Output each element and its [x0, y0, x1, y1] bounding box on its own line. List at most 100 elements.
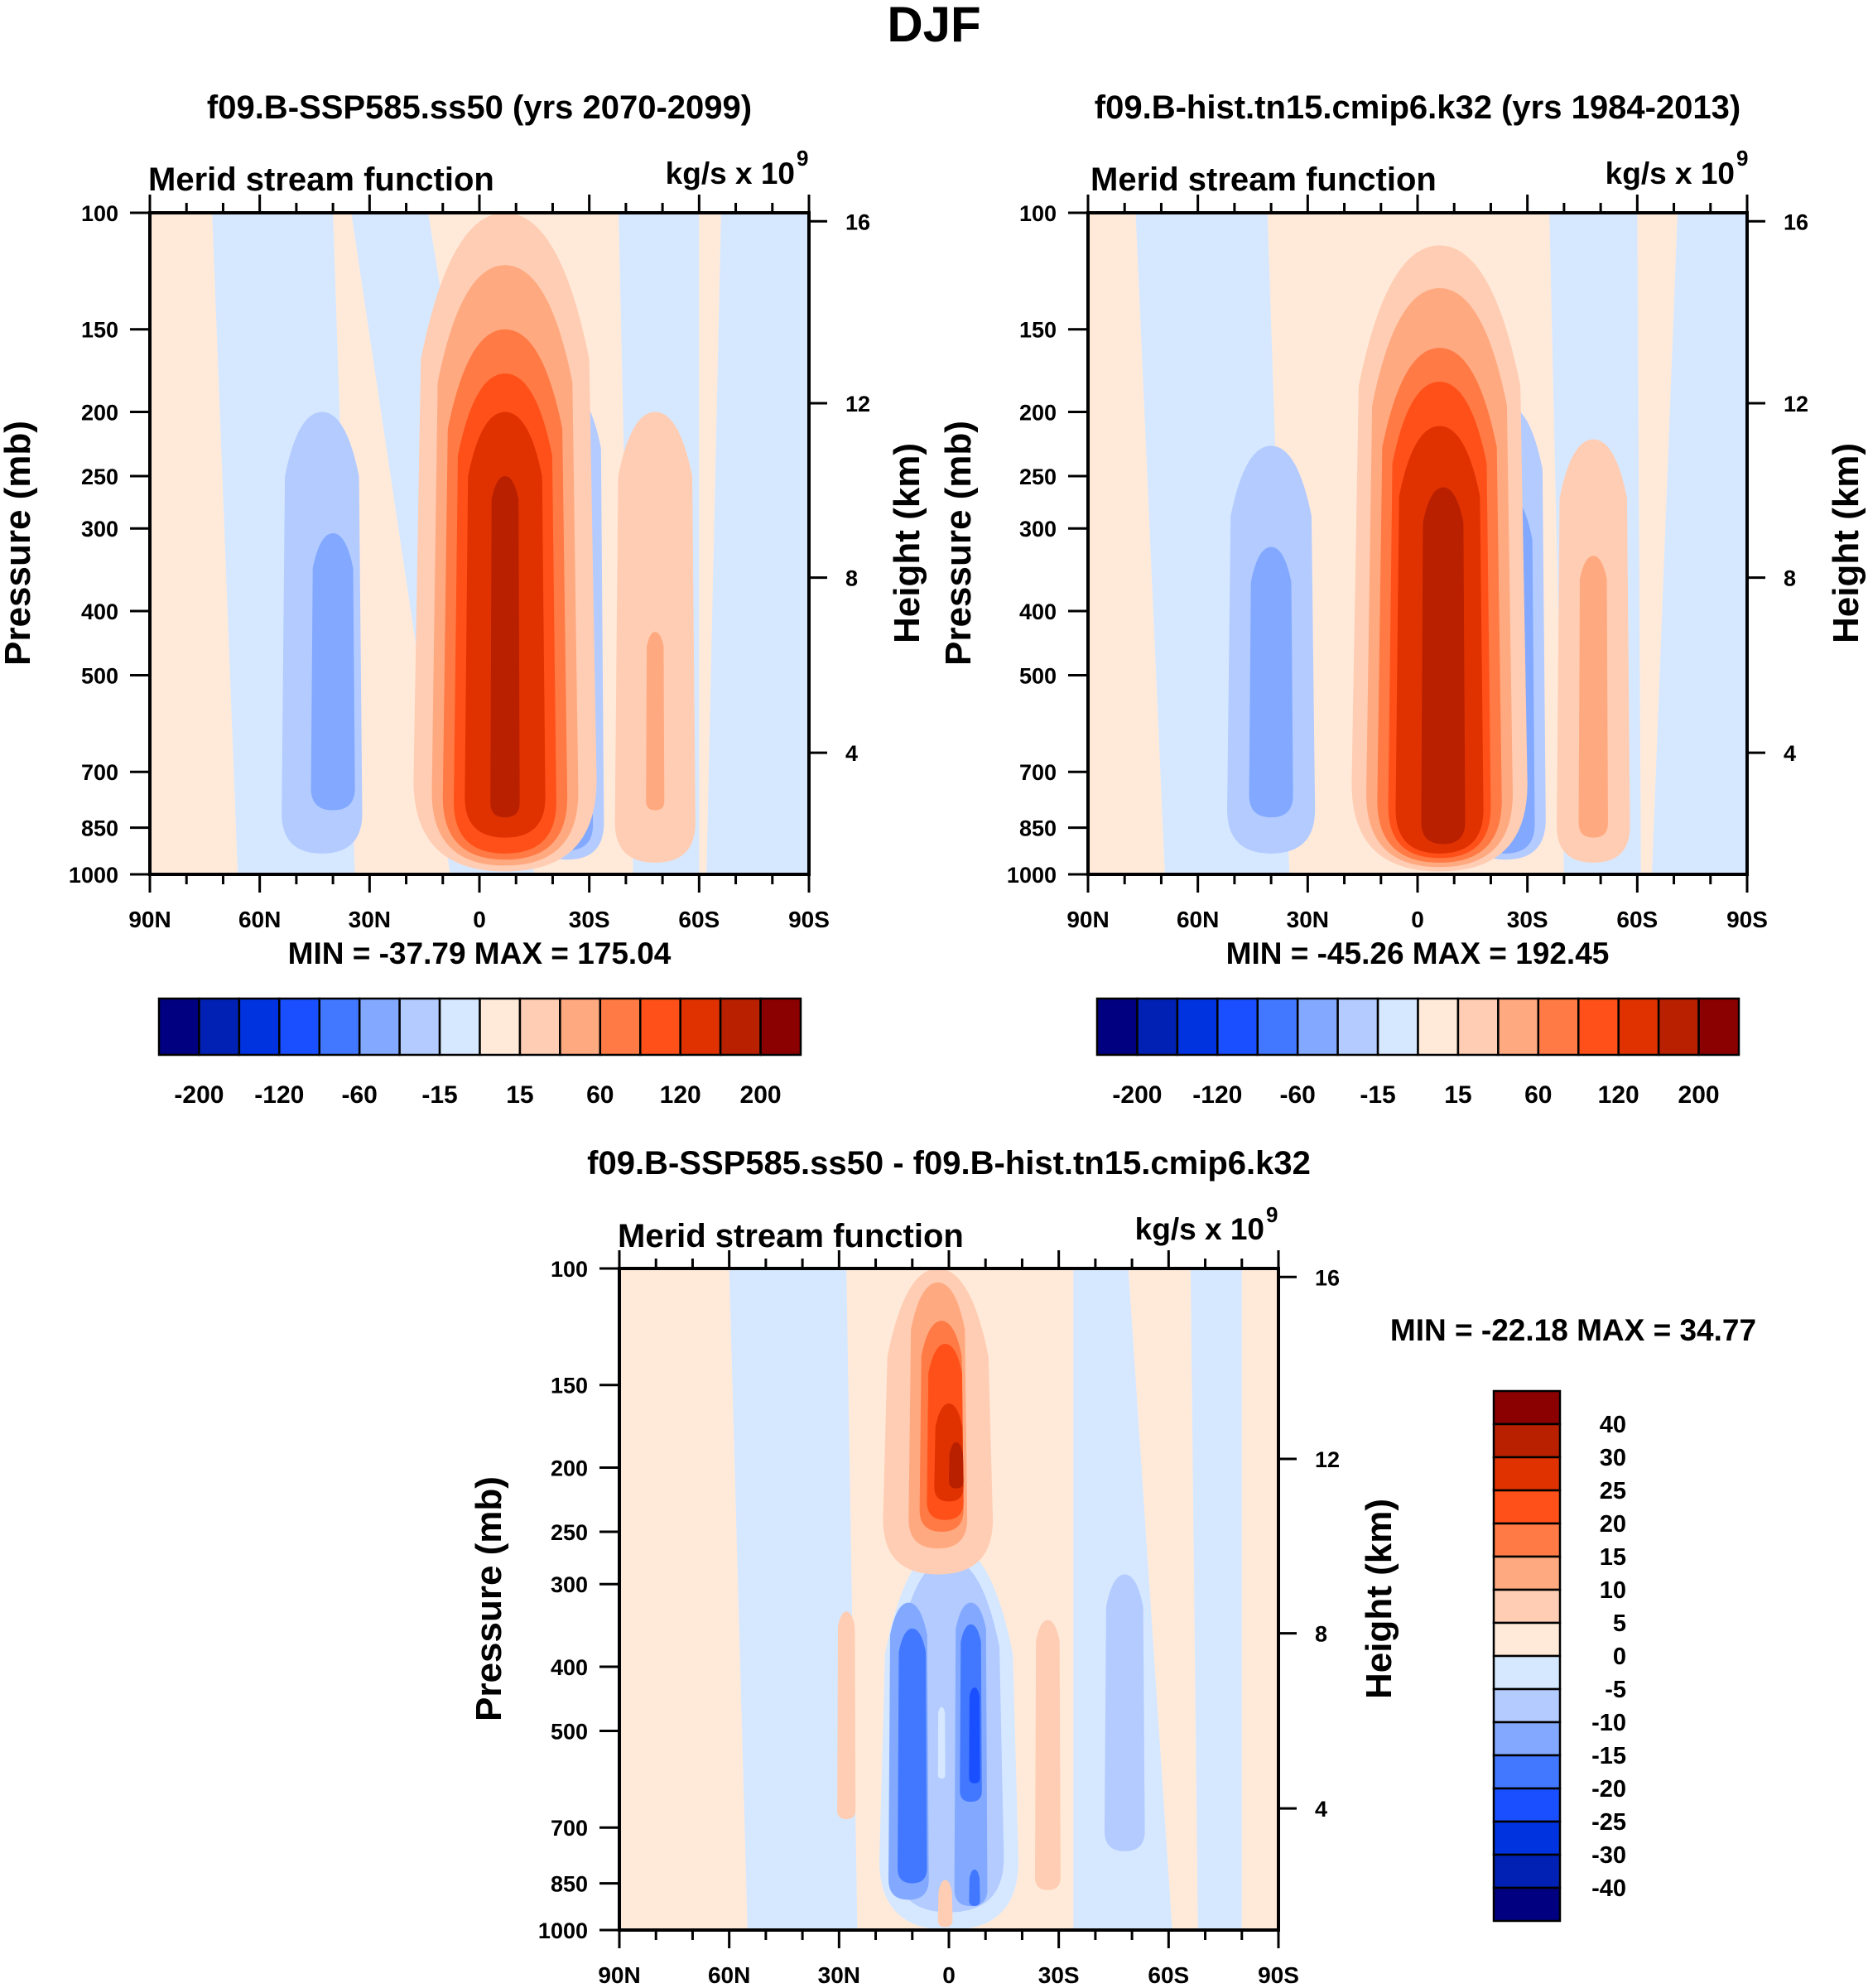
- colorbar-label: -15: [1591, 1743, 1626, 1769]
- x-tick-label: 0: [942, 1962, 956, 1988]
- y-tick-label: 250: [1019, 465, 1057, 489]
- colorbar-label: 200: [740, 1081, 782, 1109]
- right-tick-label: 4: [845, 741, 858, 766]
- colorbar-box: [358, 997, 401, 1057]
- colorbar-box: [1256, 997, 1299, 1057]
- colorbar-box: [1492, 1489, 1562, 1525]
- colorbar-label: 0: [1613, 1644, 1626, 1670]
- colorbar-label: -20: [1591, 1776, 1626, 1803]
- y-axis-label: Pressure (mb): [938, 421, 979, 666]
- colorbar-box: [1492, 1588, 1562, 1625]
- right-tick-label: 16: [1315, 1265, 1340, 1290]
- colorbar-box: [518, 997, 561, 1057]
- colorbar-box: [1492, 1422, 1562, 1459]
- y-tick-label: 100: [1019, 201, 1057, 226]
- y-tick-label: 1000: [69, 863, 118, 888]
- colorbar-box: [1492, 1820, 1562, 1856]
- colorbar-box: [1492, 1787, 1562, 1823]
- x-tick-label: 90N: [598, 1962, 640, 1988]
- contour-level-5: [311, 532, 355, 811]
- colorbar-box: [1657, 997, 1700, 1057]
- colorbar-label: -15: [421, 1081, 457, 1109]
- x-tick-label: 90N: [128, 907, 171, 932]
- x-tick-label: 30N: [1287, 907, 1329, 932]
- x-tick-label: 0: [1411, 907, 1424, 932]
- y-tick-label: 250: [551, 1520, 588, 1545]
- y-axis-right-label: Height (km): [1826, 443, 1866, 643]
- colorbar-label: -200: [174, 1081, 224, 1109]
- colorbar-box: [1492, 1687, 1562, 1724]
- y-tick-label: 500: [81, 663, 118, 688]
- colorbar-box: [759, 997, 802, 1057]
- plot-area: 90N 60N 30N 0 30S 60S 90S 100 150 200 250 300 400 500…: [538, 1250, 1340, 1988]
- x-tick-label: 60N: [1177, 907, 1219, 932]
- y-tick-label: 200: [81, 401, 118, 426]
- figure-title: DJF: [887, 0, 980, 52]
- colorbar-box: [479, 997, 522, 1057]
- x-tick-label: 30N: [818, 1962, 860, 1988]
- contour-level-7: [1190, 1268, 1242, 1930]
- y-axis-right-label: Height (km): [887, 443, 927, 643]
- colorbar-box: [1492, 1853, 1562, 1889]
- stats-label: MIN = -45.26 MAX = 192.45: [1226, 936, 1610, 970]
- colorbar: 40 30 25 20 15 10 5 0 -5 -10 -15 -20 -25 -30 -40: [1492, 1389, 1626, 1923]
- colorbar-box: [1296, 997, 1339, 1057]
- colorbar-label: -60: [342, 1081, 378, 1109]
- y-tick-label: 250: [81, 465, 118, 489]
- colorbar-label: 5: [1613, 1610, 1626, 1637]
- x-tick-label: 30S: [1507, 907, 1548, 932]
- x-tick-label: 30S: [1038, 1962, 1080, 1988]
- colorbar-box: [1697, 997, 1740, 1057]
- contour-level-14: [1421, 487, 1466, 845]
- contour-fills: [619, 1268, 1278, 1930]
- panel-ssp585: f09.B-SSP585.ss50 (yrs 2070-2099) Merid …: [0, 89, 927, 1109]
- colorbar-label: 25: [1600, 1478, 1626, 1504]
- colorbar-box: [318, 997, 361, 1057]
- colorbar-label: 60: [1524, 1081, 1552, 1109]
- colorbar-label: -25: [1591, 1809, 1626, 1836]
- x-tick-label: 90S: [1726, 907, 1768, 932]
- colorbar-box: [1216, 997, 1259, 1057]
- y-axis-right-label: Height (km): [1359, 1499, 1399, 1699]
- y-axis-label: Pressure (mb): [0, 421, 38, 666]
- x-tick-label: 60N: [238, 907, 281, 932]
- contour-level-14: [949, 1442, 964, 1489]
- plot-area: 90N 60N 30N 0 30S 60S 90S 100 150 200 250 300 400 500…: [1007, 195, 1808, 932]
- left-string: Merid stream function: [148, 161, 494, 198]
- right-tick-label: 12: [1784, 392, 1808, 416]
- colorbar-box: [1577, 997, 1620, 1057]
- y-tick-label: 500: [551, 1719, 588, 1744]
- colorbar-box: [278, 997, 320, 1057]
- units-base: kg/s x 10: [1606, 156, 1735, 190]
- colorbar-label: -5: [1605, 1677, 1626, 1703]
- stats-label: MIN = -37.79 MAX = 175.04: [288, 936, 672, 970]
- panel-title: f09.B-SSP585.ss50 (yrs 2070-2099): [207, 89, 752, 126]
- colorbar-label: -120: [254, 1081, 304, 1109]
- contour-level-14: [490, 475, 520, 818]
- y-tick-label: 100: [81, 201, 118, 226]
- units-label: kg/s x 10: [666, 156, 795, 190]
- colorbar-label: 200: [1678, 1081, 1720, 1109]
- y-tick-label: 300: [551, 1572, 588, 1597]
- y-tick-label: 700: [81, 760, 118, 785]
- colorbar-label: 60: [586, 1081, 614, 1109]
- colorbar-box: [1492, 1389, 1562, 1426]
- y-tick-label: 850: [81, 816, 118, 841]
- y-tick-label: 300: [1019, 517, 1057, 542]
- contour-level-4: [898, 1628, 927, 1884]
- colorbar-box: [1456, 997, 1500, 1057]
- y-tick-label: 150: [551, 1374, 588, 1398]
- colorbar-box: [1497, 997, 1540, 1057]
- colorbar-box: [1492, 1456, 1562, 1492]
- contour-level-10: [1578, 556, 1608, 838]
- right-tick-label: 4: [1315, 1797, 1327, 1822]
- contour-level-6: [1104, 1574, 1145, 1851]
- panel-title: f09.B-SSP585.ss50 - f09.B-hist.tn15.cmip…: [587, 1145, 1311, 1182]
- contour-level-10: [646, 632, 665, 811]
- units-label: kg/s x 10: [1606, 156, 1735, 190]
- right-tick-label: 8: [845, 566, 858, 591]
- colorbar-box: [1492, 1555, 1562, 1591]
- colorbar-box: [398, 997, 441, 1057]
- contour-level-9: [837, 1611, 856, 1820]
